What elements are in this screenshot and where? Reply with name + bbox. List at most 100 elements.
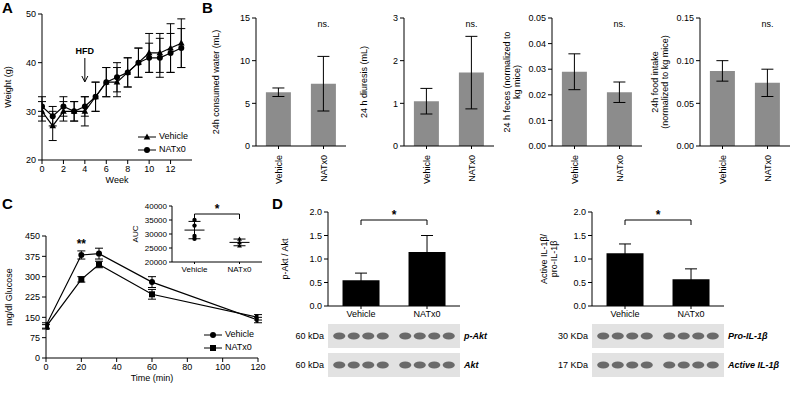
svg-text:Pro-IL-1β: Pro-IL-1β	[728, 331, 768, 341]
svg-text:30 KDa: 30 KDa	[558, 331, 588, 341]
svg-text:8: 8	[125, 164, 130, 174]
svg-text:1.5: 1.5	[309, 231, 322, 241]
svg-text:Vehicle: Vehicle	[346, 309, 375, 319]
svg-text:0.15: 0.15	[676, 13, 694, 23]
svg-text:60 kDa: 60 kDa	[295, 331, 324, 341]
svg-text:*: *	[656, 208, 661, 222]
svg-text:0.05: 0.05	[676, 99, 694, 109]
svg-text:p-Akt / Akt: p-Akt / Akt	[280, 238, 290, 280]
svg-text:NATx0: NATx0	[615, 155, 625, 182]
svg-text:24h consumed water (mL): 24h consumed water (mL)	[211, 30, 221, 135]
svg-text:Weight (g): Weight (g)	[3, 66, 13, 107]
svg-text:24h food intake: 24h food intake	[650, 51, 660, 113]
svg-text:Active IL-1β/: Active IL-1β/	[539, 233, 549, 284]
svg-text:ns.: ns.	[465, 19, 477, 29]
svg-text:80: 80	[182, 362, 192, 372]
svg-text:40: 40	[26, 58, 36, 68]
svg-text:kg mice): kg mice)	[512, 65, 522, 99]
svg-text:1.5: 1.5	[573, 231, 586, 241]
svg-text:0.00: 0.00	[676, 141, 694, 151]
svg-text:24 h diuresis (mL): 24 h diuresis (mL)	[359, 46, 369, 118]
svg-text:**: **	[77, 237, 87, 251]
svg-text:0.02: 0.02	[528, 90, 546, 100]
svg-text:Vehicle: Vehicle	[182, 265, 208, 274]
svg-text:NATx0: NATx0	[467, 155, 477, 182]
svg-text:50: 50	[26, 9, 36, 19]
svg-text:5: 5	[245, 99, 250, 109]
svg-text:Vehicle: Vehicle	[422, 155, 432, 184]
svg-text:NATx0: NATx0	[678, 309, 705, 319]
svg-text:20: 20	[26, 155, 36, 165]
svg-text:0.10: 0.10	[676, 56, 694, 66]
svg-text:60 kDa: 60 kDa	[295, 360, 324, 370]
svg-text:ns.: ns.	[613, 19, 625, 29]
svg-text:300: 300	[25, 272, 40, 282]
svg-text:*: *	[215, 202, 220, 216]
svg-text:24 h feces (normalized to: 24 h feces (normalized to	[502, 31, 512, 132]
svg-text:40000: 40000	[145, 202, 168, 211]
svg-text:3: 3	[393, 13, 398, 23]
svg-text:Vehicle: Vehicle	[718, 155, 728, 184]
svg-text:Vehicle: Vehicle	[610, 309, 639, 319]
svg-text:0.0: 0.0	[309, 301, 322, 311]
svg-text:2: 2	[61, 164, 66, 174]
svg-text:1.0: 1.0	[573, 254, 586, 264]
svg-text:0.5: 0.5	[309, 278, 322, 288]
svg-text:75: 75	[30, 333, 40, 343]
svg-text:0.0: 0.0	[573, 301, 586, 311]
svg-text:30000: 30000	[145, 230, 168, 239]
svg-text:0: 0	[393, 141, 398, 151]
svg-text:Vehicle: Vehicle	[570, 155, 580, 184]
svg-text:0.04: 0.04	[528, 39, 546, 49]
svg-text:0: 0	[43, 362, 48, 372]
svg-text:NATx0: NATx0	[414, 309, 441, 319]
svg-text:mg/dl Glucose: mg/dl Glucose	[4, 268, 14, 326]
svg-text:Active IL-1β: Active IL-1β	[727, 360, 780, 370]
svg-text:HFD: HFD	[76, 46, 95, 56]
svg-text:0.00: 0.00	[528, 141, 546, 151]
svg-text:(normalized to kg mice): (normalized to kg mice)	[660, 35, 670, 129]
svg-text:ns.: ns.	[761, 19, 773, 29]
svg-text:60: 60	[147, 362, 157, 372]
svg-text:2.0: 2.0	[309, 207, 322, 217]
svg-text:Akt: Akt	[463, 360, 480, 370]
svg-text:NATx0: NATx0	[763, 155, 773, 182]
svg-text:150: 150	[25, 313, 40, 323]
svg-text:NATx0: NATx0	[319, 155, 329, 182]
svg-text:0.05: 0.05	[528, 13, 546, 23]
svg-text:2: 2	[393, 56, 398, 66]
svg-text:0: 0	[35, 353, 40, 363]
svg-text:pro-IL-1β: pro-IL-1β	[549, 241, 559, 278]
svg-text:1: 1	[393, 99, 398, 109]
svg-text:10: 10	[144, 164, 154, 174]
svg-text:30: 30	[26, 107, 36, 117]
svg-text:2.0: 2.0	[573, 207, 586, 217]
svg-text:0: 0	[245, 141, 250, 151]
svg-text:0.03: 0.03	[528, 64, 546, 74]
svg-text:120: 120	[250, 362, 265, 372]
svg-text:NATx0: NATx0	[228, 265, 252, 274]
svg-text:10: 10	[240, 56, 250, 66]
svg-text:p-Akt: p-Akt	[463, 331, 488, 341]
svg-text:12: 12	[166, 164, 176, 174]
svg-text:40: 40	[112, 362, 122, 372]
svg-text:4: 4	[82, 164, 87, 174]
svg-text:25000: 25000	[145, 244, 168, 253]
svg-text:17 KDa: 17 KDa	[558, 360, 588, 370]
svg-text:20000: 20000	[145, 258, 168, 267]
svg-text:225: 225	[25, 292, 40, 302]
svg-text:15: 15	[240, 13, 250, 23]
svg-text:20: 20	[76, 362, 86, 372]
svg-text:6: 6	[104, 164, 109, 174]
svg-text:0.5: 0.5	[573, 278, 586, 288]
svg-text:Vehicle: Vehicle	[274, 155, 284, 184]
svg-text:375: 375	[25, 252, 40, 262]
svg-text:100: 100	[215, 362, 230, 372]
svg-text:AUC: AUC	[131, 225, 140, 242]
svg-text:0.01: 0.01	[528, 116, 546, 126]
svg-text:0: 0	[39, 164, 44, 174]
svg-text:*: *	[392, 208, 397, 222]
svg-text:450: 450	[25, 231, 40, 241]
svg-text:ns.: ns.	[317, 19, 329, 29]
svg-text:1.0: 1.0	[309, 254, 322, 264]
